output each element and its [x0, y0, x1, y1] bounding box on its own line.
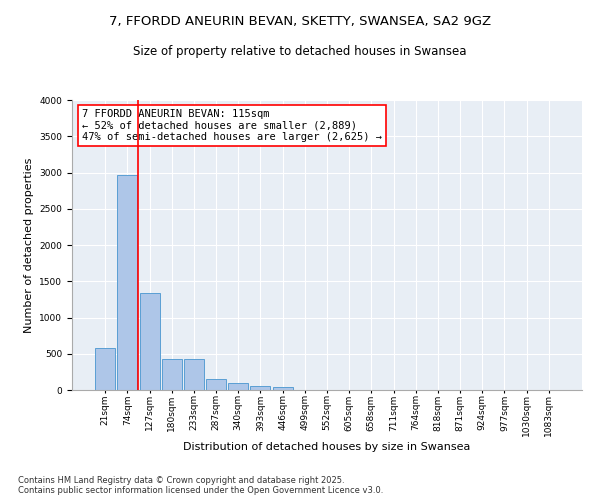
Bar: [250, 386, 271, 390]
Bar: [272, 387, 293, 390]
Y-axis label: Number of detached properties: Number of detached properties: [24, 158, 34, 332]
Bar: [162, 359, 182, 390]
Text: 7, FFORDD ANEURIN BEVAN, SKETTY, SWANSEA, SA2 9GZ: 7, FFORDD ANEURIN BEVAN, SKETTY, SWANSEA…: [109, 15, 491, 28]
Bar: [228, 384, 248, 390]
Bar: [95, 348, 115, 390]
Text: 7 FFORDD ANEURIN BEVAN: 115sqm
← 52% of detached houses are smaller (2,889)
47% : 7 FFORDD ANEURIN BEVAN: 115sqm ← 52% of …: [82, 108, 382, 142]
Bar: [140, 293, 160, 390]
X-axis label: Distribution of detached houses by size in Swansea: Distribution of detached houses by size …: [184, 442, 470, 452]
Bar: [184, 359, 204, 390]
Text: Size of property relative to detached houses in Swansea: Size of property relative to detached ho…: [133, 45, 467, 58]
Bar: [206, 379, 226, 390]
Bar: [118, 174, 137, 390]
Text: Contains HM Land Registry data © Crown copyright and database right 2025.
Contai: Contains HM Land Registry data © Crown c…: [18, 476, 383, 495]
